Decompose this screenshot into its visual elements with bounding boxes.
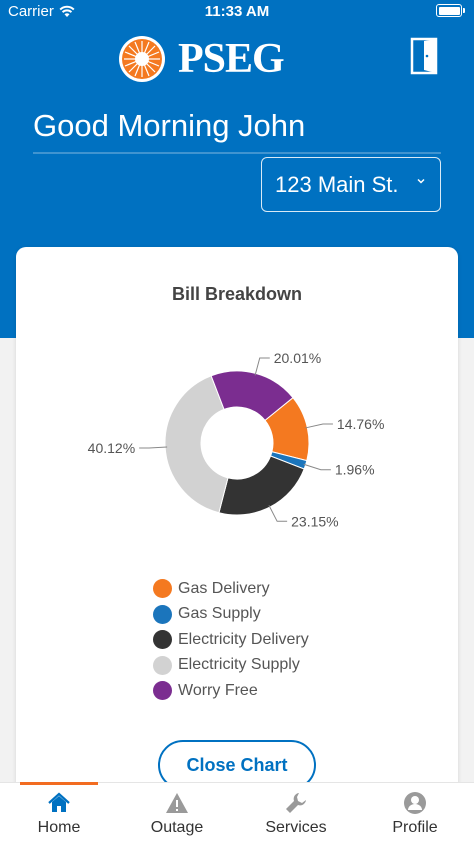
legend-label: Gas Delivery [178, 579, 270, 597]
donut-slice-electricity-delivery[interactable] [218, 455, 305, 516]
sun-icon [119, 36, 165, 82]
tab-outage[interactable]: Outage [118, 783, 236, 842]
leader-line [254, 357, 270, 376]
legend-item: Gas Supply [153, 602, 309, 628]
donut-slice-electricity-supply[interactable] [164, 375, 229, 514]
legend-label: Worry Free [178, 681, 258, 699]
greeting: Good Morning John [33, 108, 441, 154]
tab-label: Services [265, 819, 327, 836]
door-exit-icon[interactable] [410, 37, 440, 75]
slice-percent-label: 20.01% [274, 350, 321, 366]
chevron-down-icon [417, 178, 425, 184]
chart-title: Bill Breakdown [171, 284, 303, 304]
slice-percent-label: 14.76% [337, 416, 384, 432]
carrier-label: Carrier [8, 3, 54, 20]
bill-breakdown-card: Bill Breakdown 14.76% 1.96% 23.15% 40.12% 20… [16, 247, 458, 807]
battery-icon [436, 4, 465, 17]
clock: 11:33 AM [204, 3, 270, 20]
legend-item: Worry Free [153, 678, 309, 704]
leader-line [268, 505, 288, 522]
pseg-logo: PSEG [118, 34, 285, 84]
address-select[interactable]: 123 Main St. [261, 157, 441, 212]
wifi-icon [59, 5, 75, 17]
tab-label: Profile [392, 819, 438, 836]
legend-swatch [153, 655, 172, 675]
house-icon [48, 792, 70, 812]
legend-swatch [153, 630, 172, 650]
legend-swatch [153, 579, 172, 599]
tab-label: Home [37, 819, 81, 836]
leader-line [305, 423, 333, 429]
legend-item: Electricity Supply [153, 653, 309, 679]
tab-label: Outage [150, 819, 204, 836]
legend-swatch [153, 681, 172, 701]
address-value: 123 Main St. [275, 171, 399, 197]
wrench-icon [286, 793, 306, 813]
legend-swatch [153, 604, 172, 624]
slice-percent-label: 23.15% [291, 513, 338, 529]
leader-line [303, 463, 331, 471]
legend-label: Gas Supply [178, 605, 261, 623]
person-icon [404, 792, 426, 814]
donut-slice-worry-free[interactable] [210, 370, 294, 422]
status-bar: Carrier 11:33 AM [0, 0, 474, 24]
tab-profile[interactable]: Profile [356, 783, 474, 842]
tab-home[interactable]: Home [0, 782, 118, 842]
chart-legend: Gas Delivery Gas Supply Electricity Delive… [153, 576, 309, 704]
tab-bar: Home Outage Services Profile [0, 782, 474, 842]
brand-name: PSEG [178, 36, 285, 82]
legend-label: Electricity Supply [178, 656, 300, 674]
warning-triangle-icon [166, 793, 188, 813]
legend-item: Electricity Delivery [153, 627, 309, 653]
close-chart-button[interactable]: Close Chart [158, 740, 316, 790]
donut-chart: 14.76% 1.96% 23.15% 40.12% 20.01% [88, 350, 385, 529]
leader-line [139, 446, 168, 449]
legend-label: Electricity Delivery [178, 630, 309, 648]
tab-services[interactable]: Services [237, 783, 355, 842]
slice-percent-label: 40.12% [88, 440, 135, 456]
slice-percent-label: 1.96% [335, 462, 375, 478]
legend-item: Gas Delivery [153, 576, 309, 602]
